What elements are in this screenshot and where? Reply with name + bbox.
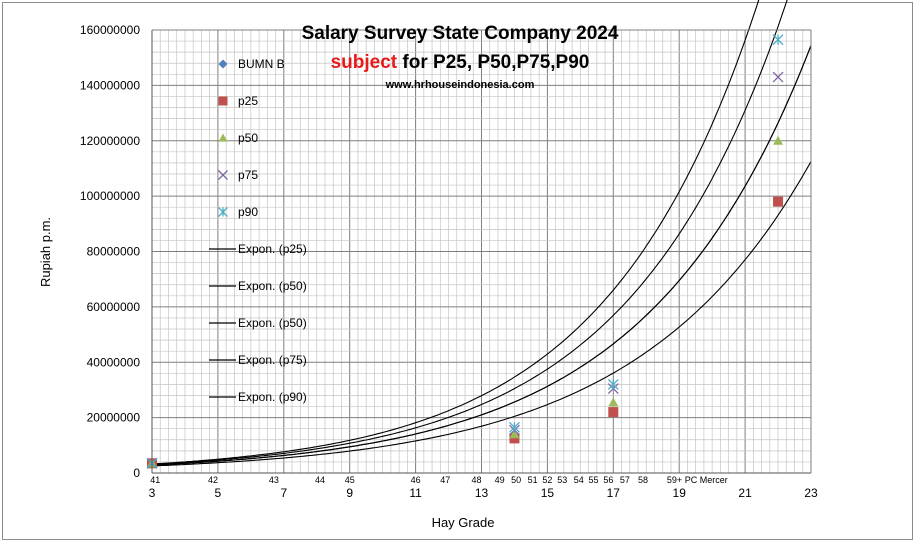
y-tick-label: 80000000 [87,245,141,259]
secondary-x-label: 46 [411,475,421,485]
secondary-x-label: 54 [574,475,584,485]
legend-entry: Expon. (p75) [238,353,307,367]
secondary-x-label: 48 [472,475,482,485]
point-p25 [773,196,784,207]
axes: 0 20000000 40000000 60000000 80000000 1000000… [80,23,818,500]
point-p50 [509,429,520,439]
x-tick-label: 21 [738,486,752,500]
x-tick-label: 15 [541,486,555,500]
y-tick-label: 40000000 [87,355,141,369]
point-p90 [772,34,784,46]
legend-entry: p25 [238,94,258,108]
x-tick-label: 5 [215,486,222,500]
legend-entry: p75 [238,168,258,182]
secondary-x-label: 52 [542,475,552,485]
subtitle-accent: subject [331,52,398,73]
y-tick-label: 120000000 [80,134,140,148]
point-p25 [509,433,520,444]
x-tick-label: 3 [149,486,156,500]
legend-entry: Expon. (p50) [238,279,307,293]
trendline-3 [151,0,788,466]
chart-title: Salary Survey State Company 2024 [302,23,619,44]
legend-marker [218,170,228,180]
point-p50 [773,135,784,145]
chart-subtitle: subject for P25, P50,P75,P90 [331,52,590,73]
y-tick-label: 140000000 [80,78,140,92]
legend-entry: BUMN B [238,57,285,71]
x-tick-label: 7 [280,486,287,500]
legend-entry: p50 [238,131,258,145]
secondary-x-label: 55 [589,475,599,485]
trendlines [151,0,812,467]
y-axis-label: Rupiah p.m. [38,217,53,287]
legend-marker [218,59,228,69]
secondary-x-label: 49 [495,475,505,485]
x-axis-label: Hay Grade [432,515,495,530]
x-tick-label: 11 [409,486,422,500]
y-tick-label: 0 [133,466,140,480]
secondary-x-label: 45 [345,475,355,485]
secondary-x-label: 50 [511,475,521,485]
point-p90 [607,378,619,390]
y-tick-label: 160000000 [80,23,140,37]
secondary-x-label: 51 [528,475,538,485]
source-url: www.hrhouseindonesia.com [385,79,535,91]
secondary-x-label: 47 [440,475,450,485]
legend-entry: Expon. (p50) [238,316,307,330]
x-tick-label: 19 [673,486,687,500]
point-p75 [772,71,784,83]
x-tick-label: 13 [475,486,489,500]
legend-marker [218,96,228,106]
subtitle-rest: for P25, P50,P75,P90 [397,52,589,73]
secondary-x-label: 58 [638,475,648,485]
legend-entry: Expon. (p25) [238,242,307,256]
y-tick-label: 60000000 [87,300,141,314]
secondary-x-label: 42 [208,475,218,485]
point-p50 [608,397,619,407]
trendline-4 [151,0,760,465]
legend-marker [218,133,228,142]
point-p25 [608,407,619,418]
secondary-x-label: 41 [150,475,160,485]
legend: BUMN B p25 p50 p75 p90 Expon. (p25) Expon. (p5… [209,57,307,404]
secondary-x-label: 53 [557,475,567,485]
x-tick-label: 17 [607,486,621,500]
secondary-x-label: 57 [620,475,630,485]
legend-entry: Expon. (p90) [238,390,307,404]
x-tick-label: 9 [346,486,353,500]
secondary-x-label: 56 [603,475,613,485]
secondary-x-label: 43 [269,475,279,485]
secondary-x-label: 59+ PC Mercer [667,475,728,485]
x-tick-label: 23 [804,486,818,500]
point-p90 [508,421,520,433]
trendline-2 [151,45,812,466]
trendline-0 [151,161,812,467]
y-tick-label: 100000000 [80,189,140,203]
legend-marker [218,207,228,217]
legend-entry: p90 [238,205,258,219]
secondary-x-label: 44 [315,475,325,485]
y-tick-label: 20000000 [87,411,141,425]
